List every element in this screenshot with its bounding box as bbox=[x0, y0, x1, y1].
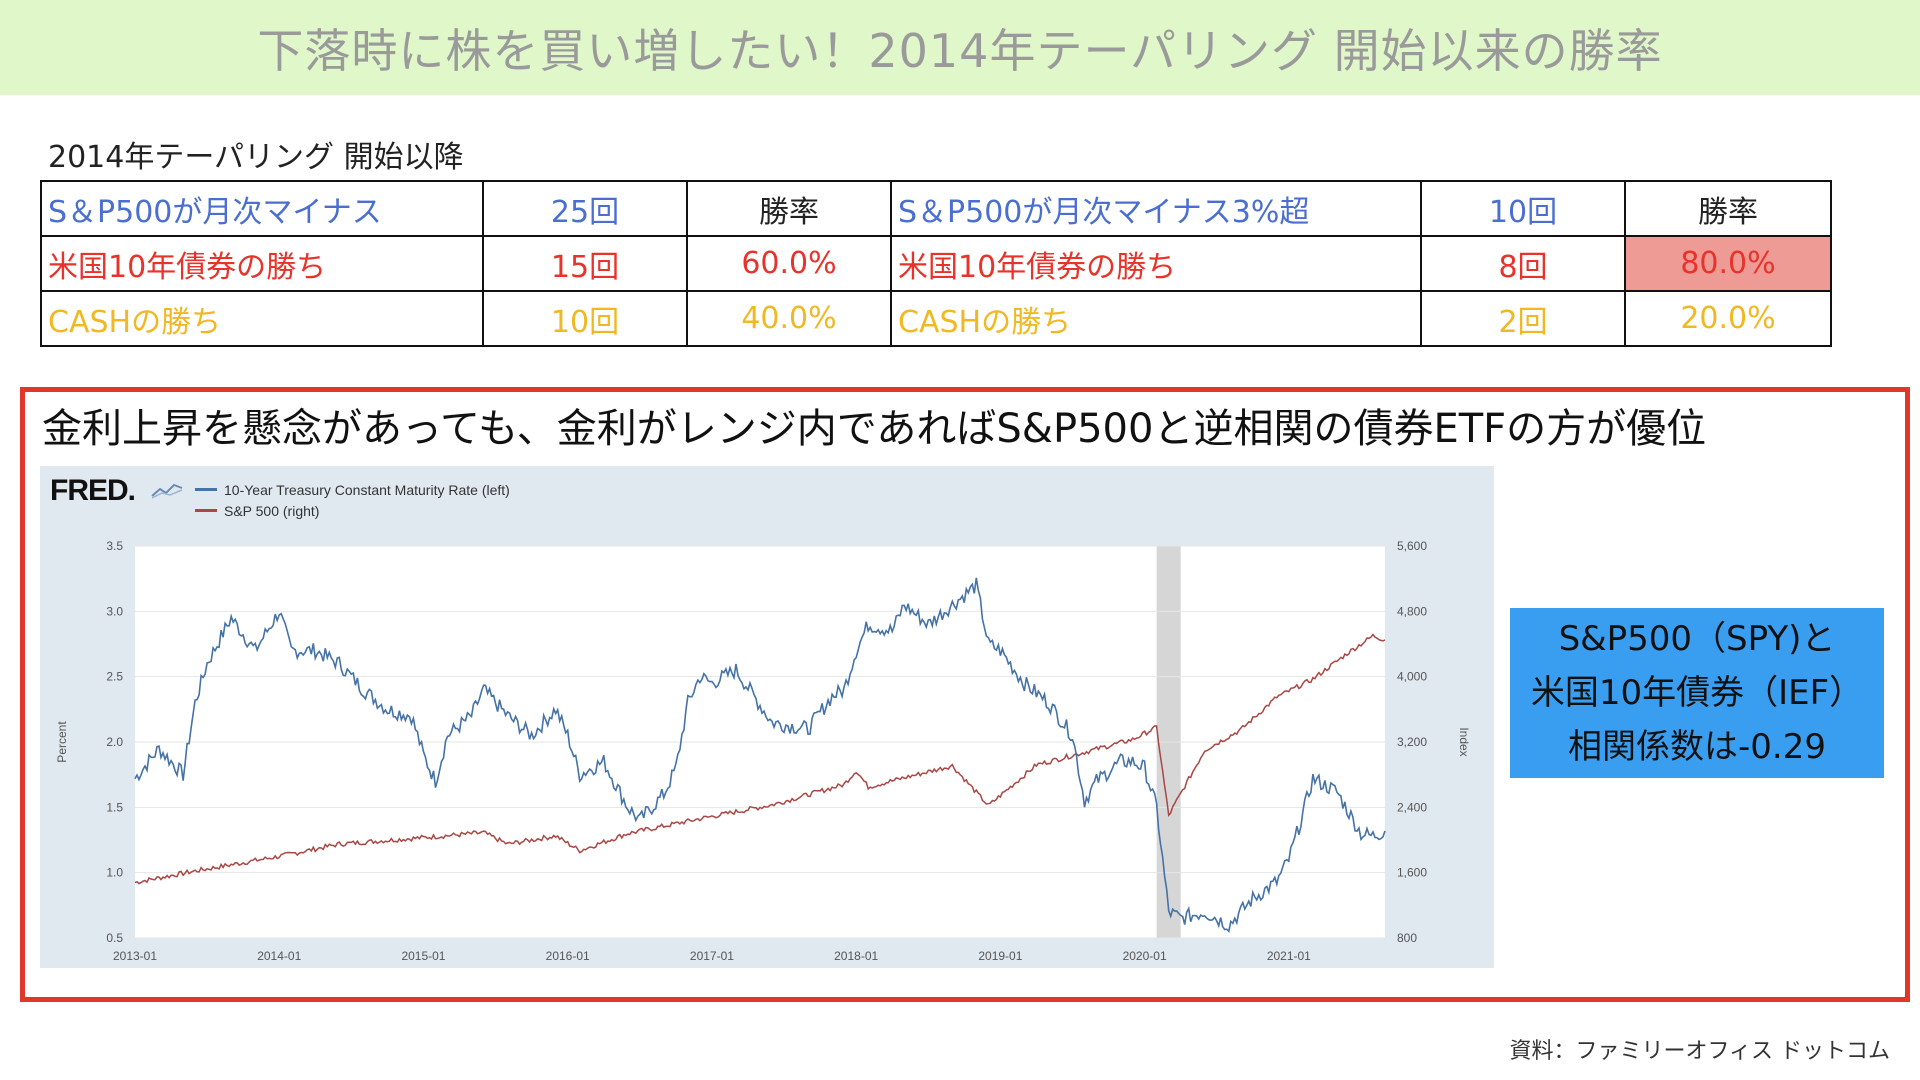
y-tick-label-left: 3.5 bbox=[106, 539, 123, 553]
table-row-cash: CASHの勝ち 10回 40.0% CASHの勝ち 2回 20.0% bbox=[40, 290, 1832, 347]
headline: 金利上昇を懸念があっても、金利がレンジ内であればS&P500と逆相関の債券ETF… bbox=[42, 406, 1707, 452]
legend-label: S&P 500 (right) bbox=[224, 502, 320, 519]
y-axis-label-left: Percent bbox=[55, 721, 69, 763]
table-cell: 勝率 bbox=[686, 180, 892, 237]
fred-chart-panel: 0.5 800 1.0 1,600 1.5 2,400 2.0 3,200 2.5 4,000 3.… bbox=[40, 466, 1494, 968]
fred-logo: FRED. bbox=[50, 474, 136, 507]
legend-label: 10-Year Treasury Constant Maturity Rate … bbox=[224, 481, 510, 498]
y-tick-label-left: 2.0 bbox=[106, 735, 123, 749]
y-tick-label-right: 4,800 bbox=[1397, 604, 1427, 618]
stats-table: S＆P500が月次マイナス 25回 勝率 S＆P500が月次マイナス3%超 10… bbox=[40, 180, 1832, 347]
y-axis-label-right: Index bbox=[1457, 727, 1471, 756]
page-title: 下落時に株を買い増したい！2014年テーパリング 開始以来の勝率 bbox=[257, 23, 1663, 78]
chart-logo-icon bbox=[150, 480, 184, 500]
x-tick-label: 2019-01 bbox=[978, 949, 1022, 963]
y-tick-label-right: 1,600 bbox=[1397, 866, 1427, 880]
y-tick-label-left: 2.5 bbox=[106, 670, 123, 684]
y-tick-label-right: 5,600 bbox=[1397, 539, 1427, 553]
line-chart: 0.5 800 1.0 1,600 1.5 2,400 2.0 3,200 2.5 4,000 3.… bbox=[55, 539, 1471, 963]
y-tick-label-left: 3.0 bbox=[106, 604, 123, 618]
y-tick-label-right: 800 bbox=[1397, 931, 1417, 945]
table-row-bond: 米国10年債券の勝ち 15回 60.0% 米国10年債券の勝ち 8回 80.0% bbox=[40, 235, 1832, 292]
x-tick-label: 2017-01 bbox=[690, 949, 734, 963]
table-cell: 15回 bbox=[482, 235, 688, 292]
table-cell: 米国10年債券の勝ち bbox=[890, 235, 1422, 292]
title-banner: 下落時に株を買い増したい！2014年テーパリング 開始以来の勝率 bbox=[0, 0, 1920, 95]
x-tick-label: 2021-01 bbox=[1267, 949, 1311, 963]
table-row-header: S＆P500が月次マイナス 25回 勝率 S＆P500が月次マイナス3%超 10… bbox=[40, 180, 1832, 237]
legend-swatch bbox=[195, 488, 217, 491]
callout-line: 相関係数は-0.29 bbox=[1568, 727, 1826, 767]
y-tick-label-left: 1.5 bbox=[106, 800, 123, 814]
x-tick-label: 2013-01 bbox=[113, 949, 157, 963]
highlight-frame bbox=[20, 387, 1910, 1002]
table-cell: 25回 bbox=[482, 180, 688, 237]
table-cell: CASHの勝ち bbox=[890, 290, 1422, 347]
y-tick-label-left: 1.0 bbox=[106, 866, 123, 880]
source-credit: 資料：ファミリーオフィス ドットコム bbox=[1509, 1039, 1890, 1064]
table-cell: CASHの勝ち bbox=[40, 290, 484, 347]
table-cell: 8回 bbox=[1420, 235, 1626, 292]
x-tick-label: 2014-01 bbox=[257, 949, 301, 963]
x-tick-label: 2016-01 bbox=[546, 949, 590, 963]
table-cell: 米国10年債券の勝ち bbox=[40, 235, 484, 292]
table-cell: 2回 bbox=[1420, 290, 1626, 347]
callout-line: 米国10年債券（IEF） bbox=[1530, 673, 1864, 713]
table-cell: 10回 bbox=[1420, 180, 1626, 237]
section-label: 2014年テーパリング 開始以降 bbox=[48, 140, 464, 175]
legend-swatch bbox=[195, 509, 217, 512]
y-tick-label-right: 3,200 bbox=[1397, 735, 1427, 749]
table-cell: 勝率 bbox=[1624, 180, 1832, 237]
series-line-treasury bbox=[134, 577, 1386, 933]
table-cell: 10回 bbox=[482, 290, 688, 347]
table-cell-highlight: 80.0% bbox=[1624, 235, 1832, 292]
table-cell: 40.0% bbox=[686, 290, 892, 347]
chart-legend: 10-Year Treasury Constant Maturity Rate … bbox=[195, 479, 510, 521]
legend-item: 10-Year Treasury Constant Maturity Rate … bbox=[195, 479, 510, 500]
y-tick-label-left: 0.5 bbox=[106, 931, 123, 945]
y-tick-label-right: 4,000 bbox=[1397, 670, 1427, 684]
table-cell: S＆P500が月次マイナス bbox=[40, 180, 484, 237]
table-cell: 60.0% bbox=[686, 235, 892, 292]
table-cell: 20.0% bbox=[1624, 290, 1832, 347]
x-tick-label: 2018-01 bbox=[834, 949, 878, 963]
table-cell: S＆P500が月次マイナス3%超 bbox=[890, 180, 1422, 237]
legend-item: S&P 500 (right) bbox=[195, 500, 510, 521]
series-line-sp500 bbox=[134, 633, 1386, 885]
y-tick-label-right: 2,400 bbox=[1397, 800, 1427, 814]
correlation-callout: S&P500（SPY)と 米国10年債券（IEF） 相関係数は-0.29 bbox=[1510, 608, 1884, 778]
x-tick-label: 2015-01 bbox=[401, 949, 445, 963]
x-tick-label: 2020-01 bbox=[1123, 949, 1167, 963]
callout-line: S&P500（SPY)と bbox=[1558, 619, 1836, 659]
